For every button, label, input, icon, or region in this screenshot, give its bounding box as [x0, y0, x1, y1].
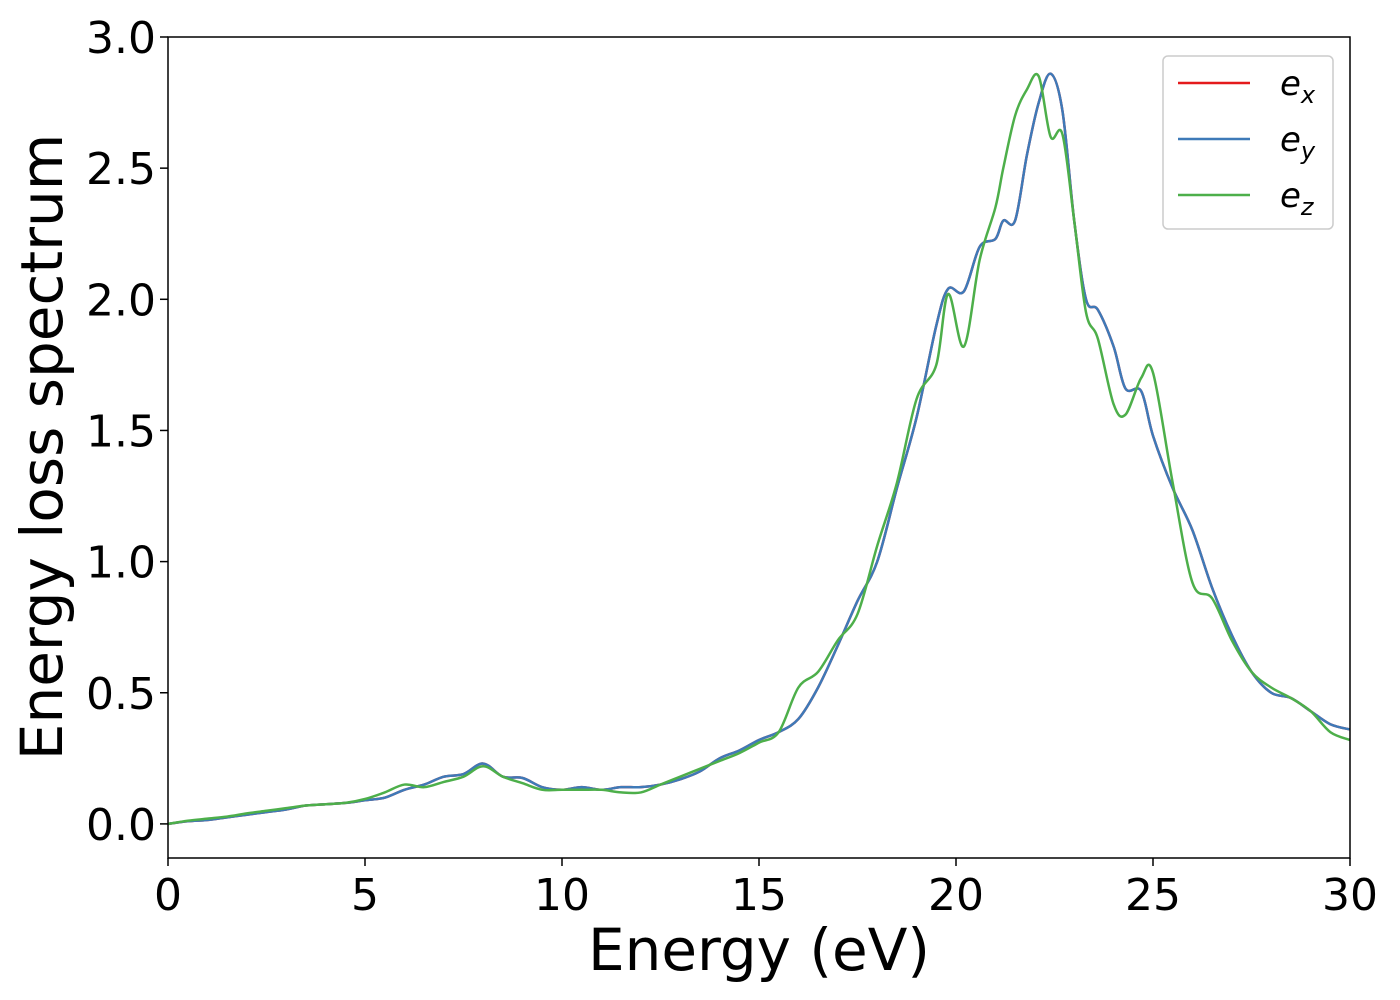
y-tick-label: 3.0	[86, 13, 156, 64]
legend-box	[1162, 55, 1334, 230]
series-line-z	[167, 72, 1351, 826]
y-tick-label: 2.5	[86, 144, 156, 195]
y-tick-label: 0.5	[86, 669, 156, 720]
x-tick-label: 20	[928, 870, 984, 921]
x-axis-title: Energy (eV)	[588, 916, 930, 984]
x-tick-label: 30	[1322, 870, 1378, 921]
legend-item-z: ez	[1178, 176, 1315, 221]
series-line-y	[167, 72, 1351, 826]
y-tick-label: 0.0	[86, 800, 156, 851]
y-tick-label: 1.0	[86, 538, 156, 589]
legend-label: ey	[1280, 120, 1316, 165]
y-tick-label: 1.5	[86, 406, 156, 457]
x-tick-label: 0	[154, 870, 182, 921]
x-tick-label: 10	[534, 870, 590, 921]
legend: ex ey ez	[1162, 55, 1334, 230]
plot-background	[168, 37, 1350, 858]
x-axis: 0 5 10 15 20 25 30	[154, 858, 1378, 921]
x-tick-label: 5	[351, 870, 379, 921]
legend-label: ex	[1280, 64, 1316, 109]
legend-item-y: ey	[1178, 120, 1316, 165]
x-tick-label: 15	[731, 870, 787, 921]
series-layer	[167, 72, 1351, 826]
y-axis: 0.0 0.5 1.0 1.5 2.0 2.5 3.0	[86, 13, 168, 851]
y-axis-title: Energy loss spectrum	[8, 134, 76, 760]
legend-item-x: ex	[1178, 64, 1316, 109]
x-tick-label: 25	[1125, 870, 1181, 921]
legend-label: ez	[1280, 176, 1315, 221]
y-tick-label: 2.0	[86, 275, 156, 326]
